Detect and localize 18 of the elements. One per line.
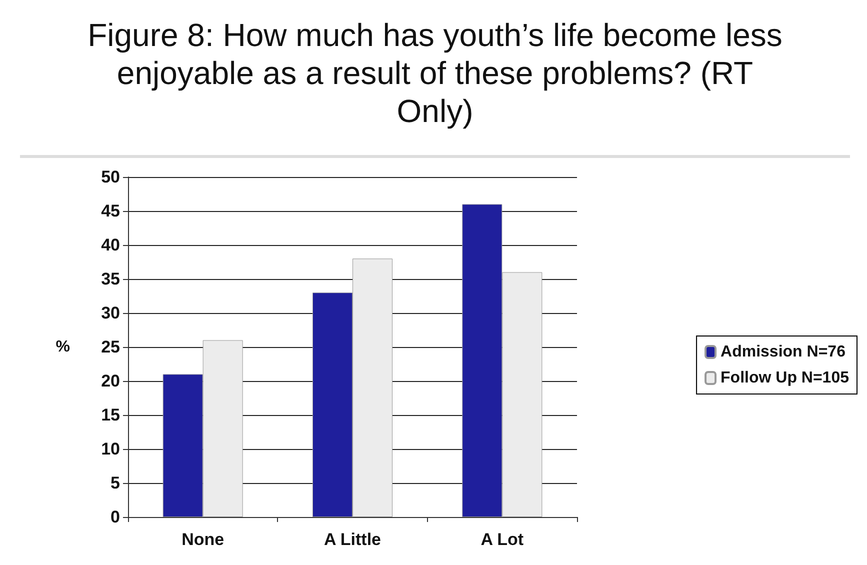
- y-axis-title: %: [56, 338, 70, 356]
- y-tick-label: 40: [101, 236, 120, 254]
- y-tick-label: 50: [101, 168, 120, 186]
- chart-title: Figure 8: How much has youth’s life become less enjoyable as a result of these problems? (RT Only): [20, 8, 850, 158]
- legend-label: Follow Up N=105: [720, 370, 850, 386]
- y-tick-label: 45: [101, 202, 120, 220]
- y-tick-label: 35: [101, 270, 120, 288]
- x-tick-label: A Little: [324, 530, 381, 549]
- legend-label: Admission N=76: [720, 344, 846, 360]
- y-tick-label: 20: [101, 372, 120, 390]
- y-tick-label: 5: [110, 474, 120, 492]
- x-tick-label: None: [182, 530, 224, 549]
- y-tick-label: 15: [101, 406, 120, 424]
- y-tick-label: 30: [101, 304, 120, 322]
- x-tick-label: A Lot: [480, 530, 524, 549]
- y-tick-label: 10: [101, 440, 120, 458]
- y-tick-label: 25: [101, 338, 120, 356]
- y-tick-label: 0: [110, 508, 120, 526]
